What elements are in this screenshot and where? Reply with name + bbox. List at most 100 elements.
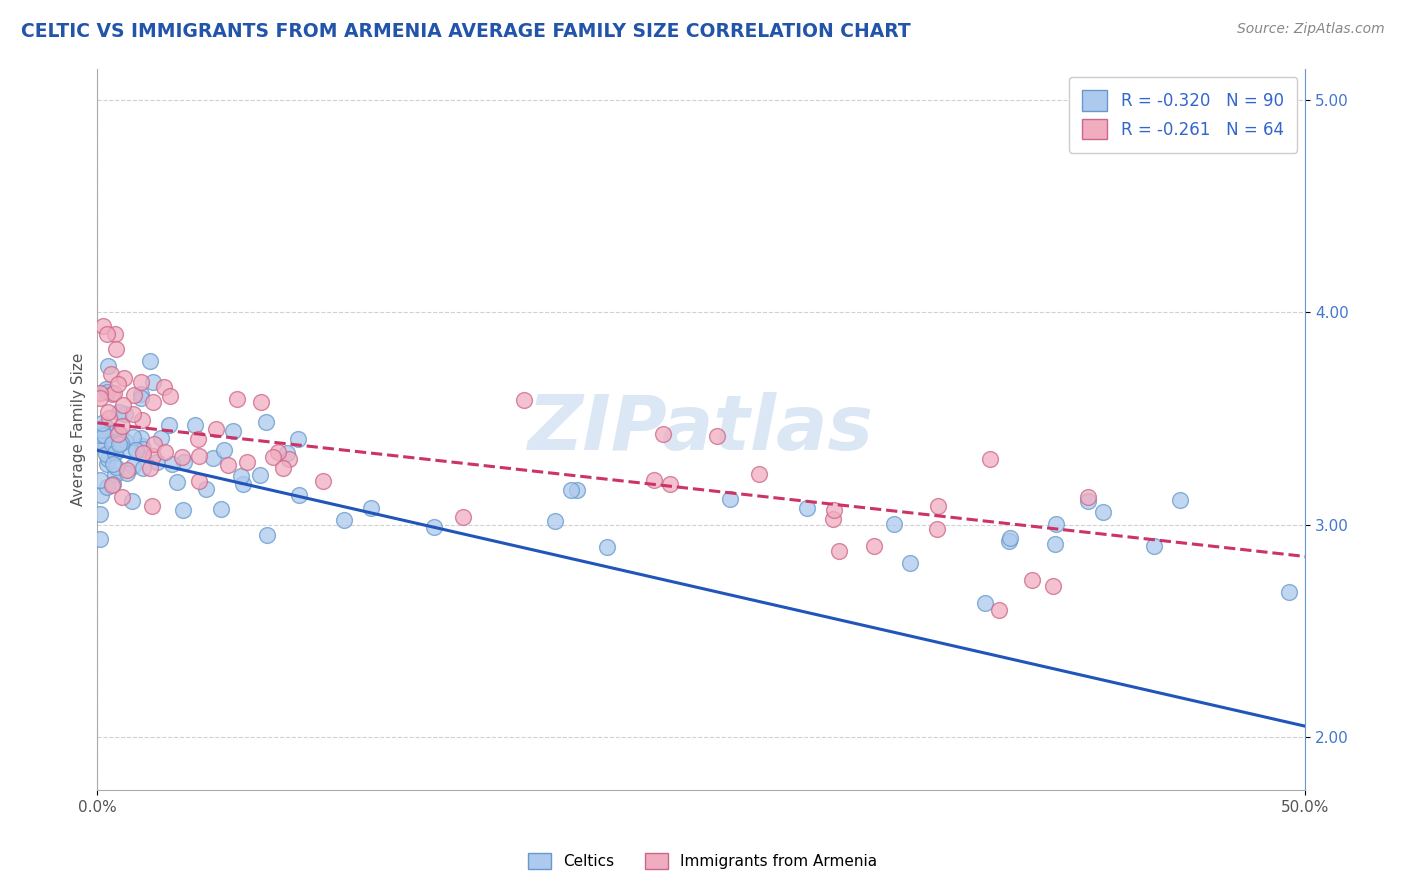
Point: [183, 418, 205, 433]
Point: [115, 463, 138, 477]
Point: [718, 492, 741, 507]
Point: [107, 376, 129, 391]
Point: [222, 424, 245, 438]
Point: [229, 468, 252, 483]
Point: [115, 466, 138, 480]
Point: [271, 460, 294, 475]
Point: [96, 384, 118, 399]
Point: [89, 473, 111, 487]
Point: [262, 450, 284, 465]
Point: [107, 426, 129, 441]
Point: [973, 596, 995, 610]
Point: [823, 503, 845, 517]
Point: [90, 417, 112, 431]
Point: [658, 477, 681, 491]
Point: [1170, 493, 1192, 508]
Point: [96, 327, 118, 342]
Point: [141, 500, 163, 514]
Point: [121, 493, 143, 508]
Point: [90, 488, 112, 502]
Point: [226, 392, 249, 407]
Point: [114, 434, 136, 448]
Point: [132, 446, 155, 460]
Point: [107, 437, 129, 451]
Point: [311, 474, 333, 488]
Point: [212, 443, 235, 458]
Point: [173, 455, 195, 469]
Point: [100, 387, 122, 401]
Text: Source: ZipAtlas.com: Source: ZipAtlas.com: [1237, 22, 1385, 37]
Point: [1042, 579, 1064, 593]
Point: [89, 392, 111, 406]
Point: [89, 434, 111, 448]
Point: [103, 435, 125, 450]
Point: [652, 427, 675, 442]
Point: [101, 457, 124, 471]
Point: [188, 449, 211, 463]
Point: [142, 394, 165, 409]
Point: [643, 473, 665, 487]
Point: [288, 488, 311, 502]
Point: [132, 461, 155, 475]
Point: [97, 425, 120, 440]
Point: [97, 411, 120, 425]
Point: [104, 468, 127, 483]
Point: [748, 467, 770, 481]
Point: [236, 455, 259, 469]
Point: [172, 502, 194, 516]
Point: [821, 512, 844, 526]
Point: [863, 539, 886, 553]
Point: [104, 446, 127, 460]
Legend: Celtics, Immigrants from Armenia: Celtics, Immigrants from Armenia: [523, 847, 883, 875]
Point: [159, 389, 181, 403]
Point: [513, 392, 536, 407]
Point: [560, 483, 582, 497]
Point: [97, 405, 120, 419]
Point: [97, 359, 120, 374]
Point: [146, 454, 169, 468]
Point: [129, 431, 152, 445]
Point: [1043, 537, 1066, 551]
Point: [131, 439, 153, 453]
Point: [131, 392, 153, 406]
Point: [131, 386, 153, 401]
Point: [103, 427, 125, 442]
Point: [998, 531, 1021, 545]
Point: [91, 423, 114, 437]
Point: [453, 509, 475, 524]
Text: CELTIC VS IMMIGRANTS FROM ARMENIA AVERAGE FAMILY SIZE CORRELATION CHART: CELTIC VS IMMIGRANTS FROM ARMENIA AVERAG…: [21, 22, 911, 41]
Point: [250, 395, 273, 409]
Point: [1143, 539, 1166, 553]
Point: [111, 490, 134, 504]
Point: [166, 475, 188, 489]
Point: [202, 451, 225, 466]
Point: [89, 532, 111, 546]
Point: [596, 540, 619, 554]
Point: [360, 501, 382, 516]
Point: [104, 445, 127, 459]
Point: [96, 446, 118, 460]
Point: [139, 461, 162, 475]
Point: [108, 404, 131, 418]
Point: [898, 556, 921, 570]
Point: [111, 418, 134, 433]
Point: [105, 459, 128, 474]
Point: [93, 419, 115, 434]
Text: ZIPatlas: ZIPatlas: [529, 392, 875, 467]
Point: [925, 522, 948, 536]
Point: [883, 517, 905, 532]
Point: [122, 407, 145, 421]
Point: [159, 418, 181, 433]
Point: [112, 398, 135, 412]
Point: [828, 544, 851, 558]
Point: [142, 449, 165, 463]
Point: [96, 457, 118, 471]
Point: [142, 376, 165, 390]
Point: [94, 382, 117, 396]
Point: [204, 422, 226, 436]
Point: [89, 428, 111, 442]
Point: [249, 467, 271, 482]
Point: [333, 513, 356, 527]
Point: [124, 388, 146, 402]
Point: [101, 478, 124, 492]
